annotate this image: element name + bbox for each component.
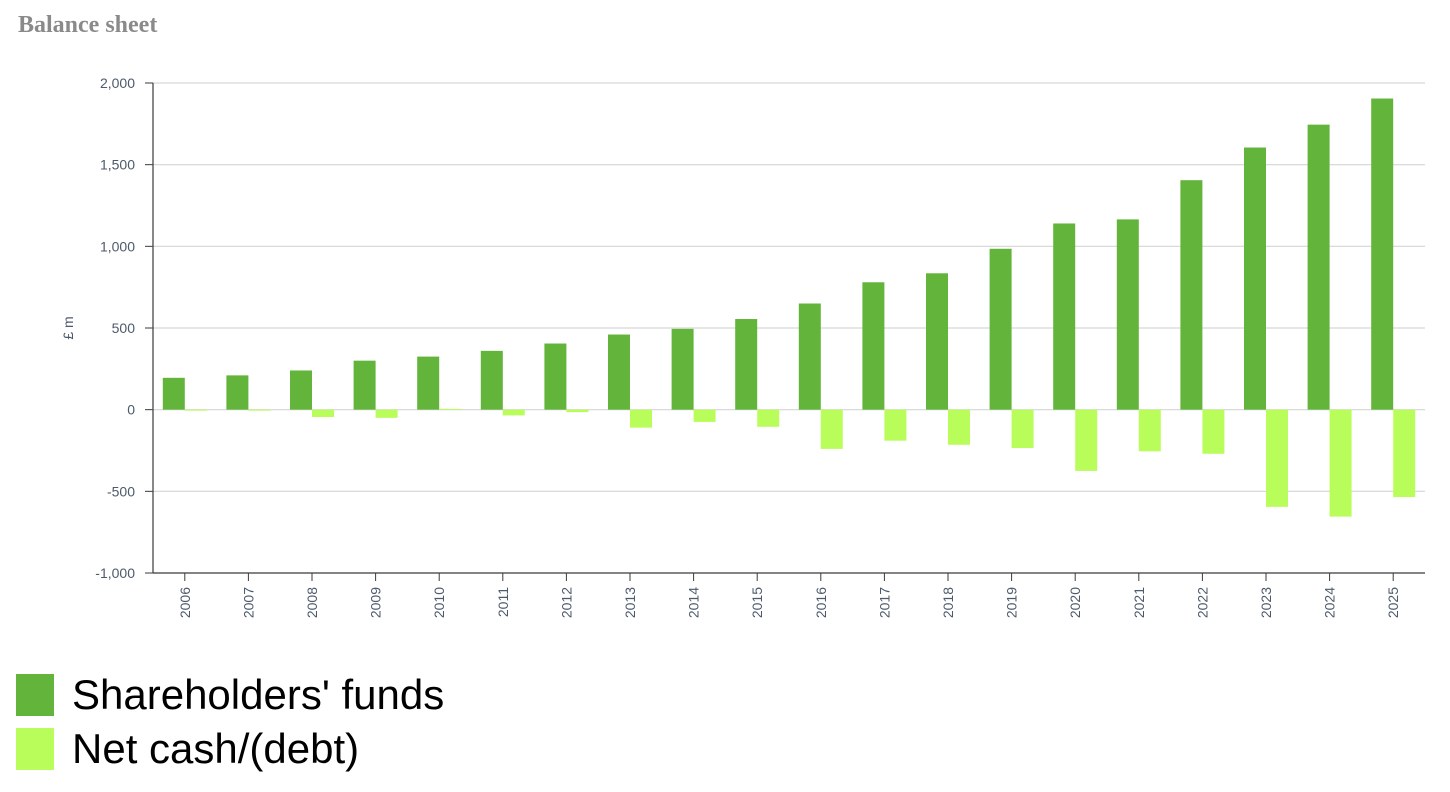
y-tick-label: -500 — [107, 483, 135, 499]
bar-net-cash-debt-2023 — [1266, 409, 1288, 507]
y-tick-label: 1,000 — [100, 238, 135, 254]
bar-shareholders-funds-2009 — [353, 360, 376, 410]
bar-shareholders-funds-2010 — [417, 356, 440, 410]
bar-net-cash-debt-2011 — [502, 409, 525, 416]
bar-net-cash-debt-2018 — [948, 409, 970, 445]
axes: 2,000 1,500 1,000 500 0 -500 -1,000 2006 2007 200… — [95, 75, 1425, 618]
bar-net-cash-debt-2016 — [820, 409, 843, 449]
bar-shareholders-funds-2012 — [544, 343, 567, 410]
x-tick-label: 2023 — [1258, 587, 1274, 618]
bar-net-cash-debt-2024 — [1329, 409, 1352, 517]
y-tick-label: 0 — [127, 402, 135, 418]
x-tick-label: 2019 — [1004, 587, 1020, 618]
legend-label-shareholders-funds: Shareholders' funds — [72, 671, 445, 718]
x-tick-label: 2016 — [813, 587, 829, 618]
bar-shareholders-funds-2019 — [989, 248, 1012, 410]
bar-net-cash-debt-2025 — [1393, 409, 1416, 498]
bar-shareholders-funds-2023 — [1244, 147, 1266, 410]
bar-shareholders-funds-2018 — [926, 273, 948, 410]
bar-net-cash-debt-2007 — [248, 409, 271, 411]
bar-net-cash-debt-2010 — [439, 408, 462, 410]
x-tick-label: 2022 — [1194, 587, 1210, 618]
y-tick-label: 2,000 — [100, 75, 135, 91]
bar-net-cash-debt-2014 — [693, 409, 716, 422]
legend-item-net-cash-debt: Net cash/(debt) — [16, 722, 444, 776]
bar-net-cash-debt-2021 — [1138, 409, 1161, 452]
bar-shareholders-funds-2021 — [1116, 219, 1139, 410]
bar-net-cash-debt-2006 — [184, 409, 207, 411]
bar-net-cash-debt-2013 — [630, 409, 652, 428]
bar-net-cash-debt-2020 — [1075, 409, 1098, 471]
bar-net-cash-debt-2008 — [312, 409, 334, 418]
y-tick-label: 1,500 — [100, 157, 135, 173]
x-tick-label: 2011 — [495, 587, 511, 617]
gridlines — [153, 82, 1425, 492]
x-tick-label: 2010 — [431, 587, 447, 618]
x-tick-label: 2024 — [1322, 587, 1338, 618]
y-tick-label: 500 — [112, 320, 136, 336]
bar-net-cash-debt-2017 — [884, 409, 907, 441]
bar-shareholders-funds-2016 — [798, 303, 821, 410]
x-tick-label: 2013 — [622, 587, 638, 618]
legend-label-net-cash-debt: Net cash/(debt) — [72, 725, 360, 772]
bar-net-cash-debt-2022 — [1202, 409, 1225, 454]
bar-shareholders-funds-2011 — [480, 350, 503, 410]
x-tick-label: 2014 — [686, 587, 702, 618]
bar-shareholders-funds-2024 — [1307, 124, 1330, 410]
x-tick-label: 2006 — [177, 587, 193, 618]
bar-shareholders-funds-2008 — [290, 370, 312, 410]
x-tick-label: 2025 — [1385, 587, 1401, 618]
bar-chart: 2,000 1,500 1,000 500 0 -500 -1,000 2006 2007 200… — [60, 75, 1425, 618]
x-tick-label: 2007 — [240, 587, 256, 618]
legend-swatch-shareholders-funds — [16, 674, 54, 716]
bar-shareholders-funds-2014 — [671, 328, 694, 410]
chart-title: Balance sheet — [18, 12, 158, 38]
y-axis-label: £ m — [60, 316, 76, 339]
y-tick-label: -1,000 — [95, 565, 135, 581]
bar-shareholders-funds-2007 — [226, 375, 249, 410]
bar-shareholders-funds-2022 — [1180, 180, 1203, 410]
bar-net-cash-debt-2012 — [566, 409, 589, 413]
legend-swatch-net-cash-debt — [16, 728, 54, 770]
x-tick-label: 2018 — [940, 587, 956, 618]
legend: Shareholders' funds Net cash/(debt) — [16, 668, 444, 776]
x-tick-label: 2020 — [1067, 587, 1083, 618]
bar-shareholders-funds-2017 — [862, 282, 885, 410]
x-tick-label: 2017 — [876, 587, 892, 618]
bar-net-cash-debt-2009 — [375, 409, 398, 418]
x-tick-label: 2021 — [1131, 587, 1147, 618]
legend-item-shareholders-funds: Shareholders' funds — [16, 668, 444, 722]
bar-net-cash-debt-2015 — [757, 409, 780, 427]
bar-shareholders-funds-2020 — [1053, 223, 1076, 410]
x-tick-label: 2015 — [749, 587, 765, 618]
bar-shareholders-funds-2015 — [735, 319, 758, 410]
bar-shareholders-funds-2013 — [608, 334, 630, 410]
x-tick-label: 2009 — [368, 587, 384, 618]
x-tick-label: 2008 — [304, 587, 320, 618]
bar-shareholders-funds-2006 — [162, 377, 185, 410]
bar-shareholders-funds-2025 — [1371, 98, 1394, 410]
x-tick-label: 2012 — [558, 587, 574, 618]
bar-net-cash-debt-2019 — [1011, 409, 1034, 449]
bars — [162, 98, 1416, 517]
